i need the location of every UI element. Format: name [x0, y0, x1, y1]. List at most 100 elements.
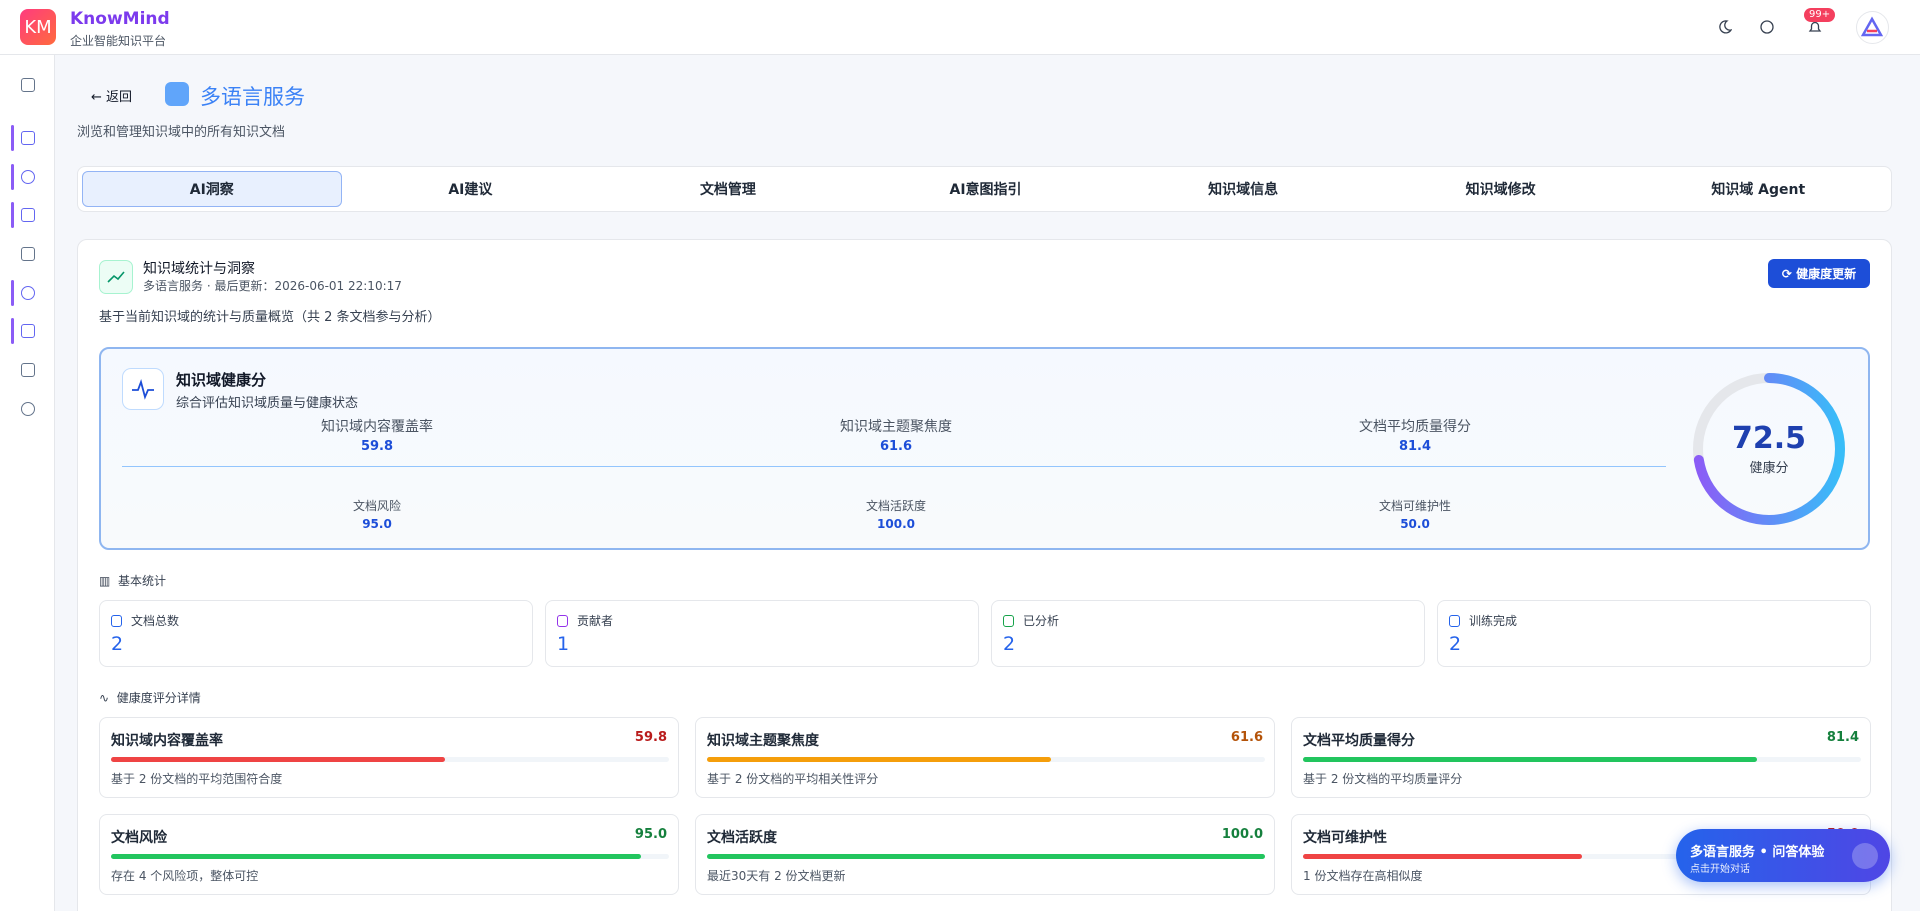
- metric-value: 95.0: [362, 517, 392, 531]
- refresh-label[interactable]: 健康度更新: [1796, 267, 1857, 281]
- detail-value: 59.8: [634, 730, 667, 745]
- detail-description: 1 份文档存在高相似度: [1303, 869, 1423, 883]
- metric-label: 文档可维护性: [1378, 499, 1451, 513]
- tab[interactable]: 知识域信息: [1208, 182, 1279, 198]
- progress-fill: [1303, 757, 1758, 762]
- details-title: ∿ 健康度评分详情: [99, 691, 201, 705]
- stat-card: 训练完成 2: [1437, 600, 1871, 667]
- page-description: 浏览和管理知识域中的所有知识文档: [77, 125, 286, 140]
- tab-bar: AI洞察 AI建议 文档管理 AI意图指引 知识域信息 知识域修改 知识域 Agent: [77, 166, 1892, 212]
- health-box: 知识域健康分 综合评估知识域质量与健康状态 72.5 健康分 知识域内容覆盖率 5…: [99, 347, 1870, 550]
- detail-value: 95.0: [634, 827, 667, 842]
- notification-badge: 99+: [1804, 8, 1836, 22]
- tab[interactable]: AI洞察: [82, 171, 342, 207]
- logo[interactable]: KM: [20, 9, 56, 45]
- section-icon: [99, 260, 133, 294]
- nav-icon[interactable]: [21, 208, 35, 222]
- detail-card: 知识域主题聚焦度 61.6 基于 2 份文档的平均相关性评分: [695, 717, 1275, 798]
- sidebar-active-bar: [11, 125, 14, 151]
- detail-description: 基于 2 份文档的平均质量评分: [1303, 772, 1463, 786]
- detail-value: 100.0: [1221, 827, 1263, 842]
- section-meta: 多语言服务 · 最后更新：2026-06-01 22:10:17: [143, 279, 402, 293]
- stat-label: 文档总数: [131, 614, 180, 628]
- divider: [122, 466, 1666, 467]
- float-title[interactable]: 多语言服务 • 问答体验: [1690, 845, 1825, 860]
- back-label[interactable]: 返回: [106, 90, 133, 105]
- stat-icon: [557, 615, 568, 627]
- page-title: 多语言服务: [200, 85, 305, 109]
- progress-fill: [707, 757, 1051, 762]
- stat-value: 1: [557, 633, 570, 655]
- progress-fill: [111, 757, 445, 762]
- detail-card: 知识域内容覆盖率 59.8 基于 2 份文档的平均范围符合度: [99, 717, 679, 798]
- bell-icon[interactable]: [1808, 20, 1822, 35]
- stat-value: 2: [1449, 633, 1462, 655]
- page-icon: [165, 82, 189, 106]
- details-title-text: 健康度评分详情: [116, 691, 201, 705]
- sidebar-active-bar: [11, 318, 14, 344]
- float-icon[interactable]: [1852, 843, 1878, 869]
- float-subtitle[interactable]: 点击开始对话: [1690, 864, 1750, 875]
- header: KM KnowMind 企业智能知识平台 99+: [0, 0, 1920, 55]
- detail-card: 文档风险 95.0 存在 4 个风险项，整体可控: [99, 814, 679, 895]
- metric-label: 知识域内容覆盖率: [321, 419, 433, 435]
- sidebar-active-bar: [11, 164, 14, 190]
- stat-label: 训练完成: [1469, 614, 1518, 628]
- health-title: 知识域健康分: [176, 371, 267, 389]
- stat-icon: [1449, 615, 1460, 627]
- sidebar: [0, 55, 55, 911]
- nav-icon[interactable]: [21, 247, 35, 261]
- stat-card: 已分析 2: [991, 600, 1425, 667]
- progress-track: [1303, 854, 1861, 859]
- stat-label: 已分析: [1023, 614, 1060, 628]
- nav-icon[interactable]: [21, 170, 35, 184]
- brand: KnowMind: [70, 9, 170, 29]
- refresh-button[interactable]: ⟳ 健康度更新: [1768, 259, 1870, 288]
- chat-float-button[interactable]: 多语言服务 • 问答体验 点击开始对话: [1676, 829, 1890, 882]
- nav-icon[interactable]: [21, 363, 35, 377]
- stat-value: 2: [111, 633, 124, 655]
- palette-icon[interactable]: [1760, 20, 1774, 34]
- stat-icon: [1003, 615, 1014, 627]
- nav-icon[interactable]: [21, 402, 35, 416]
- tab[interactable]: 知识域 Agent: [1711, 182, 1806, 198]
- sidebar-active-bar: [11, 280, 14, 306]
- stat-label: 贡献者: [577, 614, 614, 628]
- detail-name: 文档平均质量得分: [1303, 733, 1415, 749]
- stat-card: 贡献者 1: [545, 600, 979, 667]
- metric-label: 文档平均质量得分: [1359, 419, 1471, 435]
- sidebar-toggle[interactable]: [21, 78, 35, 92]
- brand-subtitle: 企业智能知识平台: [70, 34, 167, 48]
- sidebar-active-bar: [11, 202, 14, 228]
- detail-name: 文档风险: [111, 830, 167, 846]
- detail-description: 基于 2 份文档的平均相关性评分: [707, 772, 879, 786]
- metric-label: 文档风险: [352, 499, 401, 513]
- stat-icon: [111, 615, 122, 627]
- insight-card: [77, 239, 1892, 911]
- metric-value: 50.0: [1400, 517, 1430, 531]
- metric-value: 61.6: [879, 439, 913, 454]
- nav-icon[interactable]: [21, 286, 35, 300]
- avatar[interactable]: [1856, 11, 1889, 44]
- stat-value: 2: [1003, 633, 1016, 655]
- progress-track: [707, 854, 1265, 859]
- health-score-label: 健康分: [1749, 460, 1788, 476]
- theme-icon[interactable]: [1718, 20, 1732, 34]
- nav-icon[interactable]: [21, 131, 35, 145]
- metric-label: 文档活跃度: [865, 499, 926, 513]
- detail-card: 文档活跃度 100.0 最近30天有 2 份文档更新: [695, 814, 1275, 895]
- gauge-arc: [1693, 373, 1845, 525]
- progress-track: [707, 757, 1265, 762]
- back-button[interactable]: ← 返回: [91, 90, 133, 105]
- progress-track: [111, 757, 669, 762]
- tab[interactable]: AI建议: [448, 182, 493, 198]
- metric-value: 81.4: [1398, 439, 1432, 454]
- detail-description: 最近30天有 2 份文档更新: [707, 869, 846, 883]
- detail-description: 基于 2 份文档的平均范围符合度: [111, 772, 283, 786]
- metric-label: 知识域主题聚焦度: [840, 419, 952, 435]
- tab[interactable]: 文档管理: [699, 182, 756, 198]
- tab[interactable]: 知识域修改: [1465, 182, 1536, 198]
- progress-track: [1303, 757, 1861, 762]
- nav-icon[interactable]: [21, 324, 35, 338]
- tab[interactable]: AI意图指引: [949, 182, 1022, 198]
